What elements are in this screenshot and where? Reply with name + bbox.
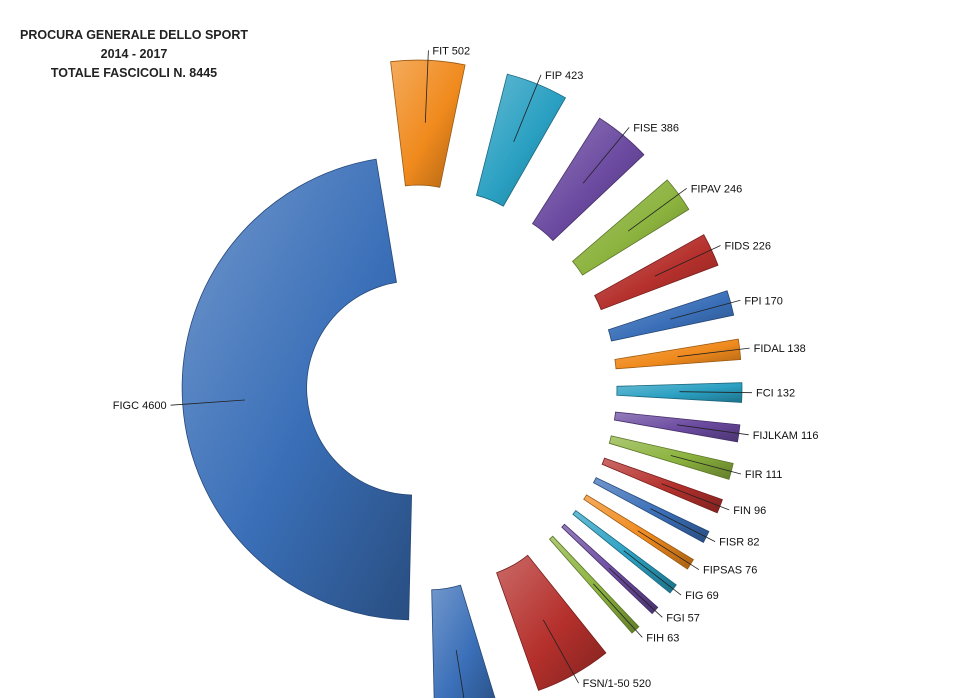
leader-line-fit xyxy=(424,50,429,123)
leader-line-fids xyxy=(654,245,721,277)
leader-line-fisr xyxy=(650,508,716,542)
slice-fids xyxy=(594,234,719,311)
data-label-fise: FISE 386 xyxy=(633,122,679,134)
data-label-fir: FIR 111 xyxy=(745,469,783,481)
slice-fir xyxy=(608,435,734,480)
data-label-fip: FIP 423 xyxy=(545,70,583,82)
slice-fpi xyxy=(607,290,735,342)
leader-line-fip xyxy=(513,74,542,143)
leader-line-fijlkam xyxy=(676,424,749,436)
data-label-fig: FIG 69 xyxy=(685,590,719,602)
data-label-fipav: FIPAV 246 xyxy=(691,183,743,195)
data-label-figc: FIGC 4600 xyxy=(113,400,167,412)
leader-line-dsa-altro xyxy=(455,650,465,698)
slice-fit xyxy=(390,59,466,188)
leader-line-fipsas xyxy=(637,530,700,571)
data-label-fgi: FGI 57 xyxy=(666,612,700,624)
data-label-fci: FCI 132 xyxy=(756,388,795,400)
data-label-fisr: FISR 82 xyxy=(719,537,759,549)
data-label-fidal: FIDAL 138 xyxy=(754,343,806,355)
data-label-fids: FIDS 226 xyxy=(725,241,771,253)
data-label-fsn-1-50: FSN/1-50 520 xyxy=(583,678,651,690)
chart-total: TOTALE FASCICOLI N. 8445 xyxy=(50,66,218,80)
slice-fin xyxy=(601,457,723,514)
data-label-fin: FIN 96 xyxy=(733,505,766,517)
slice-dsa-altro xyxy=(431,584,496,698)
data-label-fit: FIT 502 xyxy=(432,45,470,57)
leader-line-fidal xyxy=(677,347,750,358)
data-label-fpi: FPI 170 xyxy=(744,295,783,307)
leader-line-fci xyxy=(679,391,753,394)
data-label-fijlkam: FIJLKAM 116 xyxy=(753,430,819,442)
slice-fijlkam xyxy=(613,411,741,443)
leader-line-fih xyxy=(593,583,643,638)
leader-line-fise xyxy=(582,127,630,184)
chart-title: PROCURA GENERALE DELLO SPORT xyxy=(19,28,249,42)
leader-line-fgi xyxy=(608,567,663,618)
leader-line-fsn-1-50 xyxy=(542,619,579,684)
slice-figc xyxy=(181,158,413,621)
slice-fipav xyxy=(571,179,690,276)
chart-subtitle: 2014 - 2017 xyxy=(100,47,168,61)
slice-fisr xyxy=(592,477,710,543)
slice-fip xyxy=(476,73,567,207)
slice-fipsas xyxy=(583,494,695,570)
slice-fsn-1-50 xyxy=(496,554,607,691)
leader-line-fpi xyxy=(670,299,741,320)
data-label-fih: FIH 63 xyxy=(646,632,679,644)
leader-line-fipav xyxy=(627,187,687,232)
chart-title-block: PROCURA GENERALE DELLO SPORT 2014 - 2017… xyxy=(0,26,268,83)
slice-fise xyxy=(531,117,645,242)
slice-fci xyxy=(616,382,743,403)
leader-line-fin xyxy=(661,483,730,511)
slice-fidal xyxy=(614,338,742,370)
leader-line-figc xyxy=(170,399,245,406)
leader-line-fir xyxy=(670,455,742,475)
leader-line-fig xyxy=(623,550,682,596)
data-label-fipsas: FIPSAS 76 xyxy=(703,565,757,577)
